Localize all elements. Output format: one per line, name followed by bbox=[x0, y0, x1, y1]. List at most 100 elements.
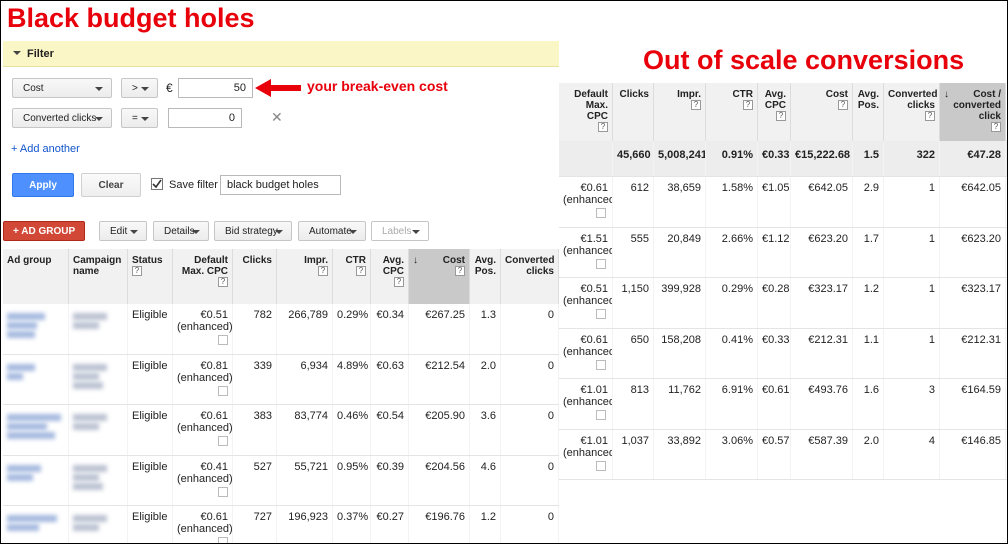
help-icon[interactable]: ? bbox=[218, 277, 228, 288]
metric-cell: €0.39 bbox=[371, 455, 409, 505]
help-icon[interactable]: ? bbox=[132, 266, 142, 277]
metric-cell: 3.06% bbox=[706, 429, 758, 479]
metric-cell: 2.0 bbox=[853, 429, 884, 479]
table-row: €1.51(enhanced)55520,8492.66%€1.12€623.2… bbox=[559, 227, 1007, 278]
column-label: Avg. CPC bbox=[764, 89, 786, 111]
status-cell: Eligible bbox=[128, 405, 173, 455]
total-cell: €15,222.68 bbox=[791, 141, 853, 176]
toolbar-button[interactable]: Bid strategy bbox=[214, 221, 292, 241]
column-label: Converted clicks bbox=[505, 255, 555, 277]
help-icon[interactable]: ? bbox=[991, 122, 1001, 133]
total-cell: 322 bbox=[884, 141, 940, 176]
toolbar-button[interactable]: Details bbox=[153, 221, 209, 241]
blurred-name bbox=[7, 515, 57, 522]
max-cpc-note: (enhanced) bbox=[563, 295, 612, 307]
help-icon[interactable]: ? bbox=[691, 100, 701, 111]
column-header[interactable]: Ad group bbox=[3, 249, 69, 304]
blurred-name bbox=[73, 524, 99, 531]
column-header[interactable]: Impr.? bbox=[277, 249, 333, 304]
total-blank bbox=[559, 141, 613, 176]
metric-cell: €623.20 bbox=[940, 227, 1006, 277]
column-header[interactable]: Avg. CPC? bbox=[371, 249, 409, 304]
column-header[interactable]: Converted clicks? bbox=[884, 83, 940, 141]
metric-cell: 4 bbox=[884, 429, 940, 479]
blurred-name bbox=[7, 372, 23, 380]
filter-header[interactable]: Filter bbox=[3, 41, 559, 67]
column-header[interactable]: Default Max. CPC? bbox=[173, 249, 233, 304]
column-header[interactable]: Clicks bbox=[233, 249, 277, 304]
column-header[interactable]: Clicks bbox=[613, 83, 654, 141]
max-cpc: €0.61 bbox=[580, 333, 608, 346]
help-icon[interactable]: ? bbox=[838, 100, 848, 111]
max-cpc-cell: €1.01(enhanced) bbox=[559, 379, 613, 429]
column-header[interactable]: Impr.? bbox=[654, 83, 706, 141]
field-select[interactable]: Cost bbox=[12, 78, 112, 98]
column-header[interactable]: Avg. CPC? bbox=[758, 83, 791, 141]
metric-cell: 527 bbox=[233, 455, 277, 505]
max-cpc: €0.41 bbox=[200, 460, 228, 473]
blurred-name bbox=[73, 372, 99, 380]
max-cpc-note: (enhanced) bbox=[563, 194, 612, 206]
blurred-name bbox=[73, 515, 107, 522]
help-icon[interactable]: ? bbox=[356, 266, 366, 277]
blurred-name bbox=[7, 363, 35, 371]
help-icon[interactable]: ? bbox=[776, 111, 786, 122]
metric-cell: 1.2 bbox=[853, 278, 884, 328]
column-header[interactable]: ↓ Cost / converted click? bbox=[940, 83, 1006, 141]
bid-icon bbox=[218, 436, 228, 446]
metric-cell: 339 bbox=[233, 354, 277, 404]
remove-button[interactable]: ✕ bbox=[271, 109, 283, 125]
help-icon[interactable]: ? bbox=[318, 266, 328, 277]
toolbar-button[interactable]: Edit bbox=[99, 221, 147, 241]
column-header[interactable]: Campaign name bbox=[69, 249, 128, 304]
help-icon[interactable]: ? bbox=[743, 100, 753, 111]
column-label: Ad group bbox=[7, 255, 52, 266]
operator-select[interactable]: > bbox=[121, 78, 158, 98]
help-icon[interactable]: ? bbox=[455, 266, 465, 277]
column-header[interactable]: ↓ Cost? bbox=[409, 249, 470, 304]
metric-cell: 3 bbox=[884, 379, 940, 429]
filter-name-input[interactable]: black budget holes bbox=[220, 175, 341, 195]
column-header[interactable]: Status? bbox=[128, 249, 173, 304]
operator-select[interactable]: = bbox=[121, 108, 158, 128]
column-header[interactable]: Default Max. CPC? bbox=[559, 83, 613, 141]
blurred-name bbox=[7, 322, 37, 329]
metric-cell: 266,789 bbox=[277, 304, 333, 354]
toolbar-button[interactable]: Automate bbox=[298, 221, 366, 241]
column-header[interactable]: CTR? bbox=[333, 249, 371, 304]
total-cell: 45,660 bbox=[613, 141, 654, 176]
help-icon[interactable]: ? bbox=[394, 277, 404, 288]
value-input[interactable]: 0 bbox=[168, 108, 242, 128]
column-header[interactable]: CTR? bbox=[706, 83, 758, 141]
metric-cell: 0 bbox=[501, 506, 559, 543]
help-icon[interactable]: ? bbox=[598, 122, 608, 133]
help-icon[interactable]: ? bbox=[925, 111, 935, 122]
metric-cell: €212.31 bbox=[940, 328, 1006, 378]
column-header[interactable]: Avg. Pos. bbox=[853, 83, 884, 141]
field-select[interactable]: Converted clicks bbox=[12, 108, 112, 128]
column-label: Clicks bbox=[619, 89, 649, 100]
add-another[interactable]: + Add another bbox=[11, 143, 80, 155]
clear-button[interactable]: Clear bbox=[81, 173, 141, 197]
metric-cell: 1.1 bbox=[853, 328, 884, 378]
table-row: Eligible €0.41 (enhanced) 527 55,721 0.95% €0.… bbox=[3, 455, 559, 506]
metric-cell: 1.3 bbox=[470, 304, 501, 354]
apply-button[interactable]: Apply bbox=[12, 173, 74, 197]
metric-cell: €623.20 bbox=[791, 227, 853, 277]
metric-cell: 1.7 bbox=[853, 227, 884, 277]
column-header[interactable]: Cost? bbox=[791, 83, 853, 141]
metric-cell: €204.56 bbox=[409, 455, 470, 505]
max-cpc-note: (enhanced) bbox=[563, 345, 612, 358]
metric-cell: 2.66% bbox=[706, 227, 758, 277]
table-row: Eligible €0.51 (enhanced) 782 266,789 0.29% €0… bbox=[3, 304, 559, 355]
save-checkbox[interactable] bbox=[151, 178, 163, 190]
add-ad-group-button[interactable]: + AD GROUP bbox=[3, 221, 85, 241]
toolbar-button[interactable]: Labels bbox=[371, 221, 429, 241]
max-cpc-cell: €0.61(enhanced) bbox=[559, 328, 613, 378]
metric-cell: €196.76 bbox=[409, 506, 470, 543]
value-input[interactable]: 50 bbox=[178, 78, 253, 98]
column-header[interactable]: Converted clicks bbox=[501, 249, 559, 304]
metric-cell: €0.63 bbox=[371, 354, 409, 404]
column-header[interactable]: Avg. Pos. bbox=[470, 249, 501, 304]
